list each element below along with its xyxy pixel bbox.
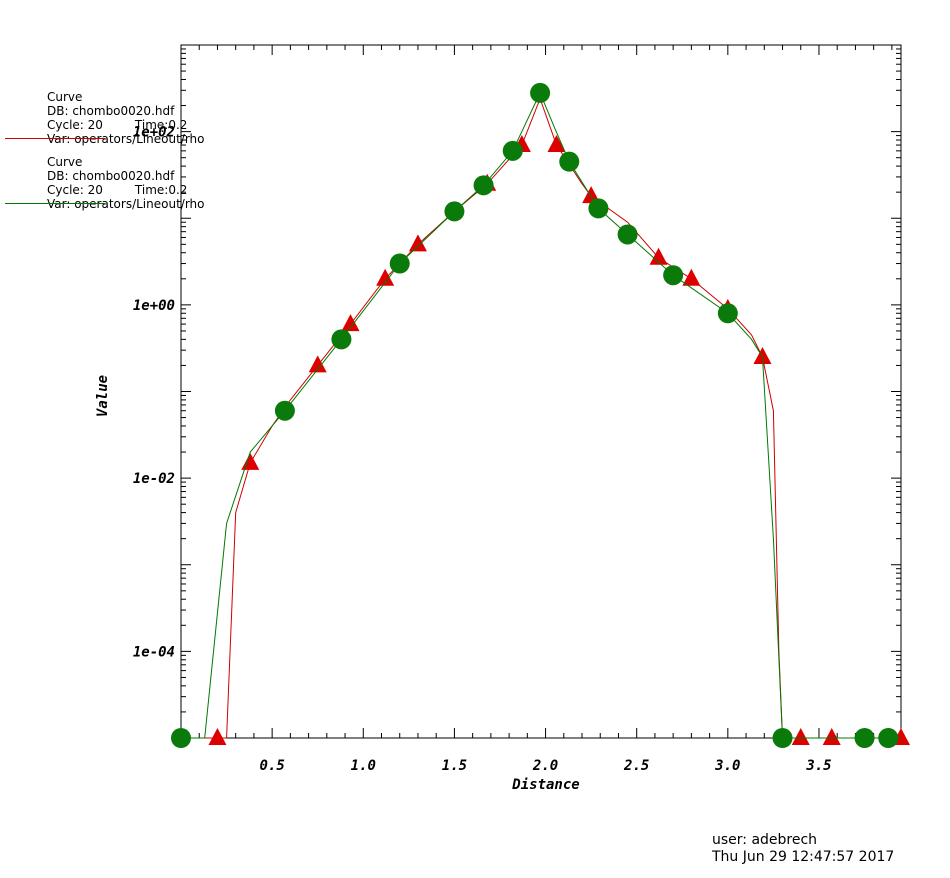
series-red-marker (649, 247, 668, 265)
series-red-marker (208, 728, 227, 745)
series-green (171, 82, 901, 748)
x-tick-label: 3.0 (714, 758, 740, 774)
y-tick-label: 1e+00 (133, 298, 175, 314)
legend-cycle: Cycle: 20 Time:0.2 (47, 183, 188, 197)
series-red-marker (753, 347, 772, 365)
series-green-marker (588, 198, 609, 219)
x-tick-label: 2.0 (532, 758, 558, 774)
y-tick-label: 1e-04 (133, 644, 175, 660)
series-green-marker (878, 728, 899, 748)
legend-title: Curve (47, 155, 83, 169)
legend-var: Var: operators/Lineout/rho (47, 197, 205, 211)
series-green-marker (331, 329, 352, 350)
x-tick-labels: 0.5 1.0 1.5 2.0 2.5 3.0 3.5 (259, 758, 831, 774)
series-green-marker (389, 253, 410, 274)
series-green-marker (663, 265, 684, 286)
series-red-marker (408, 234, 427, 252)
minor-ticks (181, 45, 901, 739)
series-green-marker (617, 224, 638, 245)
footer-date: Thu Jun 29 12:47:57 2017 (712, 849, 895, 865)
series-red-marker (791, 728, 810, 745)
x-axis-label: Distance (511, 777, 579, 793)
x-tick-label: 1.5 (442, 758, 467, 774)
series-red-marker (341, 314, 360, 332)
legend-title: Curve (47, 90, 83, 104)
series-green-marker (717, 303, 738, 324)
series-red-marker (547, 135, 566, 153)
footer: user: adebrech Thu Jun 29 12:47:57 2017 (712, 832, 894, 866)
y-tick-label: 1e+02 (133, 125, 175, 141)
series-red-marker (376, 268, 395, 286)
legend-swatch-red (5, 138, 105, 139)
series-green-marker (502, 140, 523, 161)
legend-cycle: Cycle: 20 Time:0.2 (47, 118, 188, 132)
plot-frame (180, 44, 902, 739)
x-tick-label: 0.5 (259, 758, 284, 774)
y-tick-labels: 1e-04 1e-02 1e+00 1e+02 (133, 125, 175, 661)
y-tick-label: 1e-02 (133, 471, 175, 487)
x-tick-label: 2.5 (623, 758, 649, 774)
legend-entry-green: Curve DB: chombo0020.hdf Cycle: 20 Time:0… (47, 155, 205, 211)
series-red-marker (308, 355, 327, 373)
footer-user: user: adebrech (712, 832, 818, 848)
series-green-marker (171, 728, 191, 748)
y-axis-label: Value (95, 375, 111, 417)
series-red (181, 97, 910, 745)
series-red-marker (682, 268, 701, 286)
legend-entry-red: Curve DB: chombo0020.hdf Cycle: 20 Time:0… (47, 90, 205, 146)
series-red-marker (822, 728, 841, 745)
legend-var: Var: operators/Lineout/rho (47, 132, 205, 146)
series-green-marker (473, 175, 494, 196)
series-green-marker (530, 82, 551, 103)
series-green-marker (772, 728, 793, 748)
x-tick-label: 3.5 (805, 758, 831, 774)
series-green-marker (854, 728, 875, 748)
series-red-marker (241, 452, 260, 470)
series-green-marker (444, 201, 465, 222)
series-green-marker (274, 400, 295, 421)
legend-db: DB: chombo0020.hdf (47, 104, 175, 118)
x-tick-label: 1.0 (351, 758, 376, 774)
legend-swatch-green (5, 203, 105, 204)
series-green-marker (559, 151, 580, 172)
legend-db: DB: chombo0020.hdf (47, 169, 175, 183)
